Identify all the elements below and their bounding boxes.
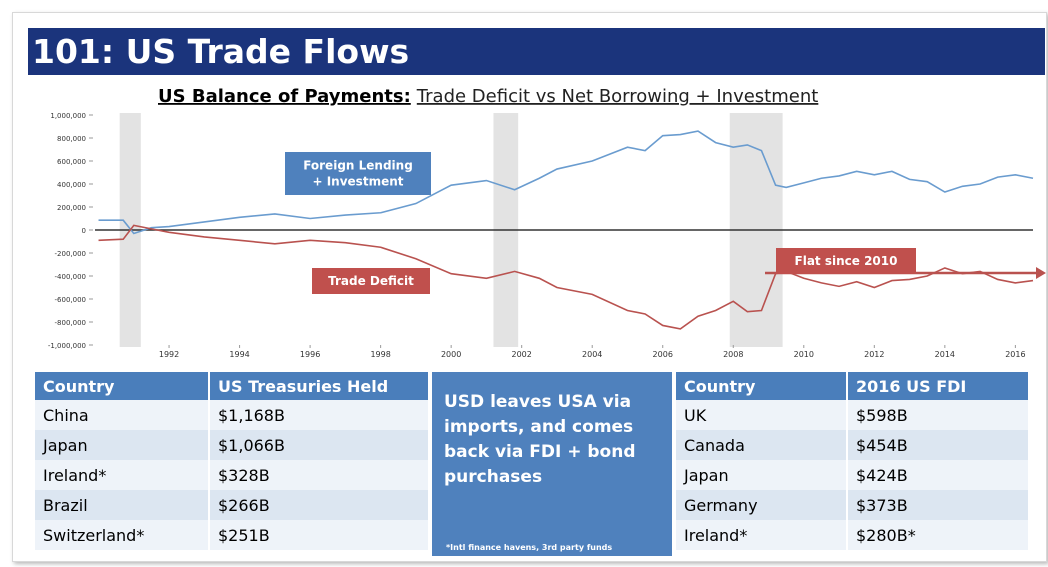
y-tick-label: 800,000 (57, 135, 86, 143)
x-tick-label: 2006 (653, 350, 673, 359)
x-tick-label: 2010 (794, 350, 814, 359)
table-row: Ireland* $328B (35, 460, 430, 490)
series-line (98, 224, 1034, 330)
y-tick-label: -400,000 (55, 273, 86, 281)
header-row: Country US Treasuries Held (35, 372, 430, 400)
table-cell: $373B (847, 490, 1030, 520)
annotation-box (776, 248, 916, 274)
x-tick-label: 2008 (723, 350, 743, 359)
table-cell: Canada (676, 430, 848, 460)
table-row: Canada $454B (676, 430, 1030, 460)
y-tick-label: -600,000 (55, 296, 86, 304)
x-tick-label: 2004 (582, 350, 602, 359)
table-cell: Japan (35, 430, 210, 460)
x-tick-label: 2014 (935, 350, 955, 359)
table-cell: China (35, 400, 210, 430)
y-tick-label: -800,000 (55, 319, 86, 327)
slide-frame (12, 12, 1047, 562)
x-tick-label: 1998 (370, 350, 390, 359)
y-tick-label: -1,000,000 (48, 342, 86, 350)
table-row: Japan $424B (676, 460, 1030, 490)
annotation-box (312, 268, 430, 294)
chart-title: US Balance of Payments: (158, 86, 411, 107)
table-cell: Ireland* (676, 520, 848, 550)
chart-subtitle: Trade Deficit vs Net Borrowing + Investm… (416, 86, 819, 107)
table-row: Japan $1,066B (35, 430, 430, 460)
y-tick-label: 600,000 (57, 158, 86, 166)
table-row: China $1,168B (35, 400, 430, 430)
fdi-table: Country 2016 US FDI UK $598B Canada $454B Japa… (676, 372, 1030, 550)
table-cell: $424B (847, 460, 1030, 490)
table-row: UK $598B (676, 400, 1030, 430)
x-tick-label: 1994 (229, 350, 249, 359)
table-cell: $280B* (847, 520, 1030, 550)
arrow-head (1036, 267, 1046, 279)
table-cell: $1,168B (209, 400, 430, 430)
y-tick-label: -200,000 (55, 250, 86, 258)
chart: US Balance of Payments: Trade Deficit vs… (48, 86, 1046, 359)
slide-title: 101: US Trade Flows (28, 28, 1045, 75)
x-tick-label: 2002 (512, 350, 532, 359)
column-header: US Treasuries Held (209, 372, 430, 400)
y-tick-label: 1,000,000 (50, 112, 86, 120)
table-row: Germany $373B (676, 490, 1030, 520)
series-line (98, 130, 1034, 235)
annotation-text: Trade Deficit (328, 274, 414, 288)
column-header: 2016 US FDI (847, 372, 1030, 400)
table-cell: $454B (847, 430, 1030, 460)
callout-text: USD leaves USA via imports, and comes ba… (444, 392, 636, 487)
table-cell: UK (676, 400, 848, 430)
y-tick-label: 200,000 (57, 204, 86, 212)
treasuries-table: Country US Treasuries Held China $1,168B Jap… (35, 372, 430, 550)
table-cell: $1,066B (209, 430, 430, 460)
table-cell: $266B (209, 490, 430, 520)
table-row: Ireland* $280B* (676, 520, 1030, 550)
y-tick-label: 400,000 (57, 181, 86, 189)
table-cell: $251B (209, 520, 430, 550)
table-cell: Brazil (35, 490, 210, 520)
column-header: Country (676, 372, 848, 400)
x-tick-label: 1992 (159, 350, 179, 359)
table-cell: $328B (209, 460, 430, 490)
annotation-box (285, 152, 431, 195)
callout-note: *Intl finance havens, 3rd party funds (446, 543, 613, 552)
table-row: Switzerland* $251B (35, 520, 430, 550)
table-cell: Ireland* (35, 460, 210, 490)
x-tick-label: 1996 (300, 350, 320, 359)
callout-box: USD leaves USA via imports, and comes ba… (432, 372, 672, 556)
x-tick-label: 2012 (864, 350, 884, 359)
table-cell: Switzerland* (35, 520, 210, 550)
x-tick-label: 2016 (1005, 350, 1025, 359)
annotation-text: Foreign Lending + Investment (303, 159, 413, 189)
header-row: Country 2016 US FDI (676, 372, 1030, 400)
table-cell: Japan (676, 460, 848, 490)
x-tick-label: 2000 (441, 350, 461, 359)
annotation-text: Flat since 2010 (795, 254, 898, 268)
table-row: Brazil $266B (35, 490, 430, 520)
table-cell: $598B (847, 400, 1030, 430)
table-cell: Germany (676, 490, 848, 520)
column-header: Country (35, 372, 210, 400)
y-tick-label: 0 (82, 227, 86, 235)
